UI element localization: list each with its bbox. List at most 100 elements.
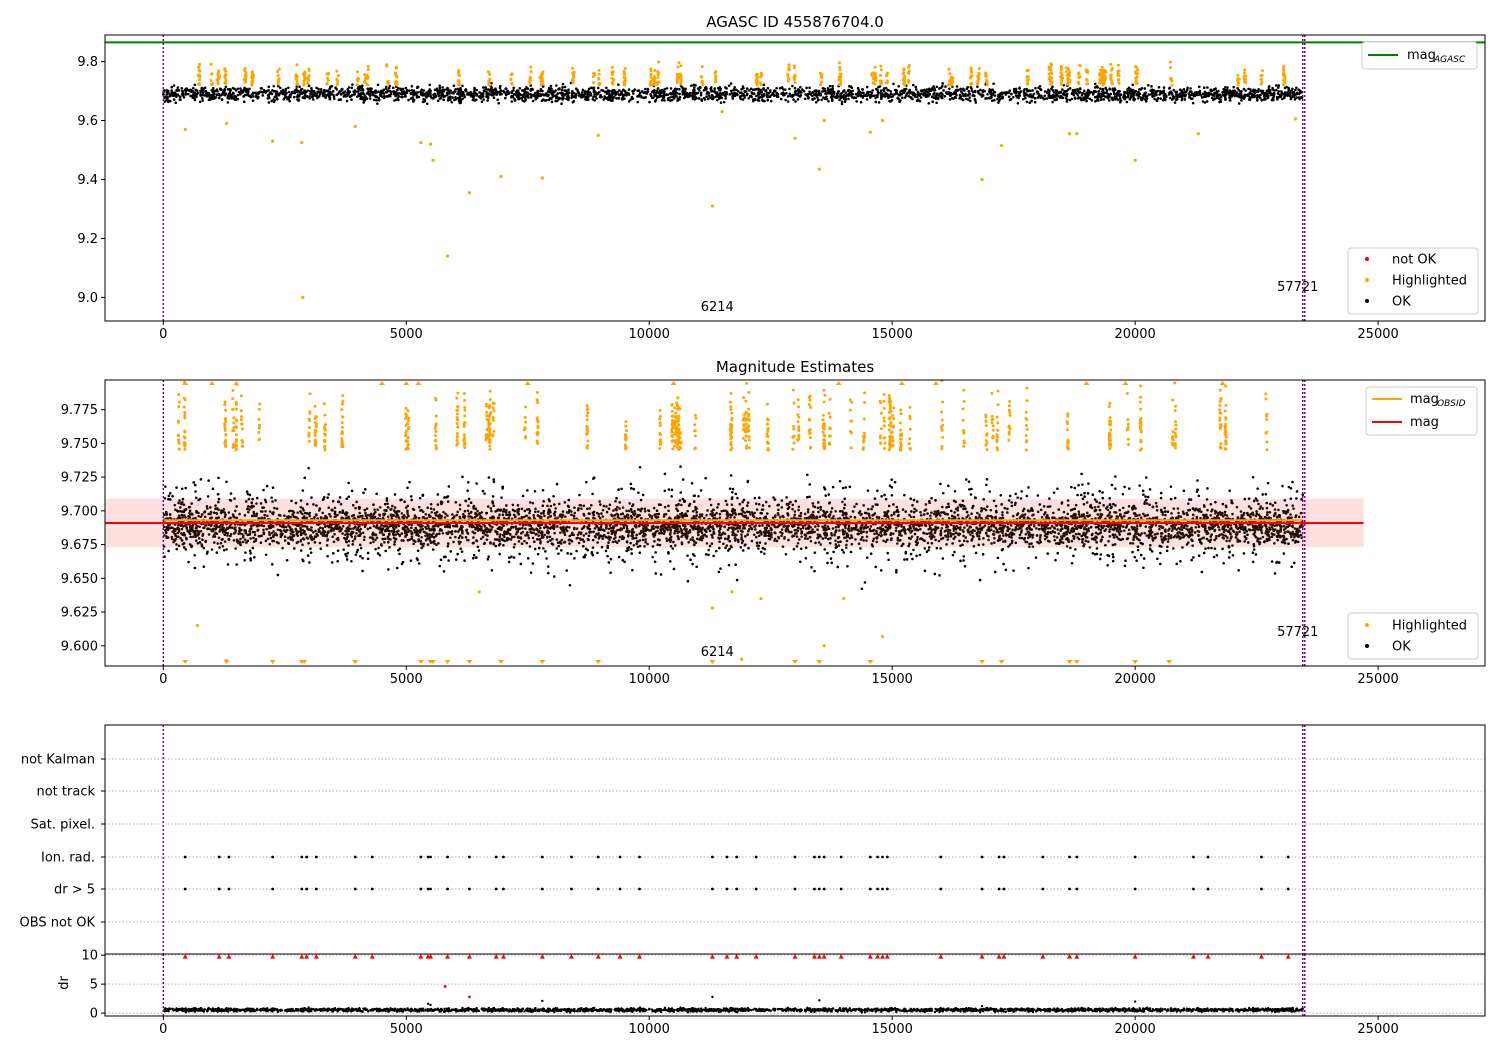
ok-point (930, 88, 933, 91)
ok-point (641, 493, 645, 497)
ok-point (1268, 88, 1272, 92)
ok-point (1082, 96, 1085, 99)
ok-point (747, 96, 751, 100)
ok-point (666, 98, 670, 102)
ok-point (1106, 92, 1109, 95)
ok-point (1202, 86, 1206, 90)
ok-point (1212, 98, 1215, 102)
ok-point (168, 92, 171, 95)
ok-point (338, 90, 341, 94)
ok-point (1036, 510, 1040, 514)
ok-point (1004, 91, 1007, 95)
highlighted-outlier (445, 254, 450, 258)
ok-point (877, 101, 881, 104)
ok-point (429, 507, 433, 510)
ok-point (188, 509, 192, 513)
ok-point (1233, 89, 1237, 93)
ok-point (1097, 505, 1100, 509)
ok-point (742, 92, 745, 96)
ok-point (1066, 503, 1070, 507)
ok-point (1183, 90, 1187, 94)
ok-point (492, 91, 496, 95)
ok-point (693, 98, 697, 101)
ok-point (1260, 98, 1264, 102)
ok-point (1276, 98, 1279, 101)
ok-point (368, 97, 372, 100)
ok-point (1169, 485, 1173, 488)
highlighted-point (1085, 82, 1089, 86)
ok-point (1248, 91, 1252, 95)
ok-point (882, 89, 886, 93)
ok-point (370, 87, 373, 90)
ok-point (963, 89, 966, 92)
ok-point (524, 98, 527, 102)
ok-point (927, 546, 931, 549)
highlighted-point (1060, 66, 1064, 70)
ok-point (167, 494, 171, 498)
ok-point (914, 88, 918, 91)
ok-point (194, 496, 198, 500)
ok-point (656, 543, 660, 547)
ok-point (1019, 497, 1023, 500)
ok-point (460, 550, 464, 553)
ok-point (499, 533, 502, 536)
ok-point (354, 553, 358, 556)
ok-point (1231, 89, 1235, 93)
ok-point (656, 87, 660, 90)
ok-point (421, 100, 425, 104)
ok-point (1187, 96, 1191, 99)
highlighted-point (335, 77, 339, 81)
legend-label: mag (1407, 48, 1436, 63)
ok-point (1200, 94, 1203, 97)
ok-point (442, 98, 446, 102)
ok-point (243, 514, 247, 517)
highlighted-point (364, 76, 368, 80)
ok-point (1271, 86, 1274, 90)
ok-point (1070, 97, 1074, 101)
ok-point (993, 570, 997, 574)
ok-point (461, 97, 464, 101)
ok-point (725, 503, 729, 506)
ok-point (1221, 93, 1225, 97)
ok-point (1063, 93, 1067, 97)
ok-point (824, 92, 827, 95)
ok-point (336, 549, 340, 552)
ok-point (364, 514, 368, 517)
ok-point (1099, 87, 1102, 90)
ok-point (782, 93, 785, 97)
ok-point (600, 512, 603, 515)
ok-point (384, 85, 388, 89)
ok-point (250, 501, 254, 505)
ok-point (1088, 92, 1091, 95)
ok-point (1153, 97, 1156, 101)
ok-point (1248, 98, 1252, 102)
ok-point (831, 84, 834, 88)
ok-point (758, 89, 761, 93)
ok-point (283, 539, 287, 542)
ok-point (889, 89, 892, 93)
ok-point (364, 95, 367, 98)
highlighted-point (1050, 72, 1054, 76)
highlighted-point (385, 64, 389, 68)
ok-point (1077, 483, 1080, 487)
ok-point (1209, 88, 1213, 92)
ok-point (1265, 506, 1269, 510)
highlighted-point (948, 72, 952, 76)
ok-point (1161, 91, 1165, 94)
highlighted-point (970, 81, 974, 85)
ok-point (556, 525, 559, 528)
ok-point (854, 92, 858, 96)
highlighted-point (885, 81, 889, 85)
ok-point (762, 83, 766, 87)
ok-point (220, 98, 224, 101)
ok-point (1043, 94, 1047, 98)
ok-point (551, 95, 555, 98)
ok-point (373, 508, 376, 511)
ok-point (400, 532, 404, 535)
ok-point (758, 96, 762, 99)
ok-point (569, 552, 573, 556)
ok-point (372, 98, 376, 102)
ok-point (1215, 96, 1219, 100)
ok-point (311, 95, 314, 99)
ok-point (1186, 86, 1189, 90)
